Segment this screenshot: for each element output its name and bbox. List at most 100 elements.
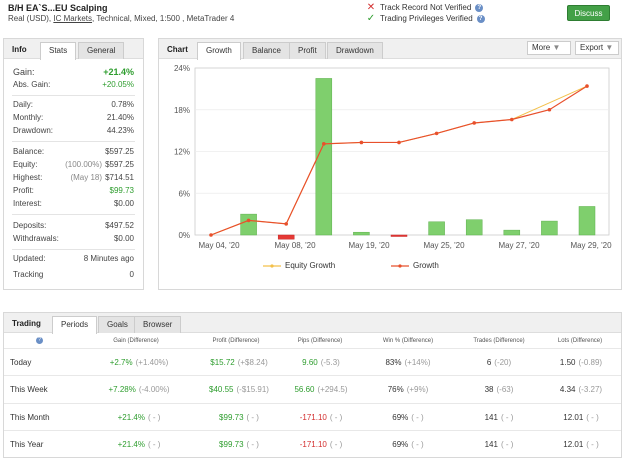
more-dropdown[interactable]: More ▼ [527, 41, 571, 55]
account-title: B/H EA`S...EU Scalping [8, 3, 108, 13]
tracking-label: Tracking [13, 270, 44, 279]
profit-value: $99.73 [219, 413, 244, 422]
trading-panel: Trading Periods Goals Browser ? Gain (Di… [3, 312, 622, 458]
daily-label: Daily: [13, 100, 34, 109]
table-row: This Month +21.4%( - ) $99.73( - ) -171.10(… [4, 403, 621, 430]
tab-balance[interactable]: Balance [243, 42, 290, 59]
col-pips: Pips (Difference) [297, 338, 343, 344]
abs-gain-label: Abs. Gain: [13, 80, 51, 89]
trades-cell: 6 (-20) [464, 349, 534, 376]
growth-point [547, 107, 552, 112]
tab-profit[interactable]: Profit [289, 42, 326, 59]
legend-equity-growth[interactable]: Equity Growth [263, 261, 335, 270]
win-cell: 69%( - ) [368, 404, 448, 431]
deposits-label: Deposits: [13, 221, 47, 230]
withdrawals-label: Withdrawals: [13, 234, 59, 243]
gain-cell: +21.4%( - ) [94, 431, 184, 458]
more-label: More [532, 43, 551, 52]
col-win: Win % (Difference) [382, 338, 434, 344]
tab-general[interactable]: General [78, 42, 125, 59]
profit-value: $99.73 [109, 186, 134, 195]
growth-point [472, 121, 477, 125]
tab-stats[interactable]: Stats [40, 42, 77, 60]
profit-cell: $99.73( - ) [194, 431, 284, 458]
growth-chart: 24% 18% 12% 6% 0% May 04, '20 May 08, '20 May 1… [174, 64, 612, 250]
cross-icon: ✕ [366, 2, 376, 13]
legend-equity-label: Equity Growth [285, 261, 336, 270]
bar [428, 221, 445, 236]
tab-growth[interactable]: Growth [197, 42, 241, 60]
daily-value: 0.78% [111, 100, 134, 109]
x-tick-label: May 25, '20 [423, 241, 465, 250]
gain-difference: ( - ) [147, 440, 161, 449]
y-tick-label: 0% [178, 231, 190, 240]
chevron-down-icon: ▼ [605, 43, 614, 52]
bar [315, 78, 333, 236]
win-cell: 76% (+9%) [368, 376, 448, 403]
help-icon[interactable]: ? [475, 3, 484, 12]
growth-point [434, 131, 439, 136]
gain-value: +2.7% [109, 358, 133, 367]
trades-difference: ( - ) [500, 440, 514, 449]
help-icon[interactable]: ? [476, 14, 485, 23]
trades-value: 38 [484, 385, 494, 394]
interest-value: $0.00 [113, 199, 134, 208]
help-icon[interactable]: ? [36, 337, 43, 344]
gain-cell: +21.4%( - ) [94, 404, 184, 431]
legend-growth[interactable]: Growth [391, 261, 439, 270]
x-tick-label: May 19, '20 [348, 241, 390, 250]
lots-value: 1.50 [559, 358, 576, 367]
lots-cell: 1.50 (-0.89) [542, 349, 620, 376]
drawdown-label: Drawdown: [13, 126, 54, 135]
updated-label: Updated: [13, 254, 46, 263]
broker-link[interactable]: IC Markets [53, 14, 93, 23]
bar [353, 231, 370, 236]
pips-cell: 56.60 (+294.5) [276, 376, 366, 403]
discuss-button[interactable]: Discuss [567, 5, 610, 21]
info-header: Info [12, 45, 27, 54]
export-dropdown[interactable]: Export ▼ [575, 41, 619, 55]
bar [541, 220, 558, 236]
growth-point [510, 117, 514, 122]
lots-difference: ( - ) [586, 440, 599, 449]
tab-goals[interactable]: Goals [98, 316, 137, 333]
win-cell: 83% (+14%) [368, 349, 448, 376]
profit-difference: ( - ) [246, 440, 259, 449]
profit-value: $99.73 [219, 440, 244, 449]
tab-drawdown[interactable]: Drawdown [327, 42, 383, 59]
withdrawals-value: $0.00 [113, 234, 134, 243]
balance-label: Balance: [13, 147, 45, 156]
track-record-status: ✕ Track Record Not Verified ? [366, 2, 484, 13]
gain-value: +21.4% [103, 67, 134, 77]
gain-label: Gain: [13, 67, 35, 77]
trading-header: Trading [12, 319, 41, 328]
y-tick-label: 12% [174, 148, 190, 157]
tab-periods[interactable]: Periods [52, 316, 98, 334]
pips-cell: -171.10( - ) [276, 431, 366, 458]
chart-panel: Chart Growth Balance Profit Drawdown Mor… [158, 38, 622, 290]
x-tick-label: May 29, '20 [570, 241, 612, 250]
chevron-down-icon: ▼ [552, 43, 561, 52]
bar [503, 229, 521, 236]
trades-value: 141 [484, 413, 498, 422]
period-label: This Week [10, 385, 48, 394]
x-tick-label: May 27, '20 [498, 241, 540, 250]
growth-point [246, 218, 251, 223]
gain-difference: (-4.00%) [138, 385, 170, 394]
profit-difference: (-$15.91) [236, 385, 269, 394]
pips-difference: (+294.5) [317, 385, 348, 394]
account-type: Real (USD), [8, 14, 52, 23]
col-lots: Lots (Difference) [557, 338, 603, 344]
bar [578, 206, 596, 236]
equity-note: (100.00%) [65, 160, 102, 169]
monthly-label: Monthly: [13, 113, 44, 122]
pips-value: 56.60 [294, 385, 315, 394]
track-record-label: Track Record Not Verified [380, 3, 472, 12]
growth-point [397, 140, 401, 145]
gain-value: +21.4% [117, 440, 145, 449]
trades-difference: (-20) [494, 358, 512, 367]
trades-cell: 38 (-63) [464, 376, 534, 403]
pips-value: -171.10 [299, 413, 327, 422]
lots-cell: 12.01( - ) [542, 404, 620, 431]
tab-browser[interactable]: Browser [134, 316, 182, 333]
